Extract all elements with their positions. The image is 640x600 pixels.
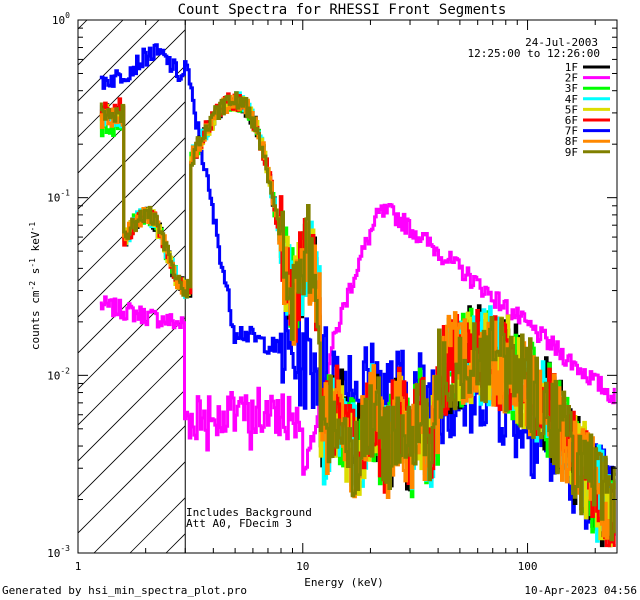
footer-timestamp: 10-Apr-2023 04:56: [524, 584, 637, 597]
chart-title: Count Spectra for RHESSI Front Segments: [178, 2, 507, 18]
legend-label: 3F: [565, 82, 578, 95]
hatch-line: [78, 245, 186, 354]
legend-label: 5F: [565, 103, 578, 116]
annotation-attenuator: Att A0, FDecim 3: [186, 517, 292, 530]
y-axis-label-sup2: -1: [28, 258, 37, 268]
y-axis-label-main: counts cm: [29, 290, 42, 350]
hatch-line: [78, 389, 186, 498]
x-tick-label: 10: [296, 560, 309, 573]
x-tick-label: 100: [518, 560, 538, 573]
legend-label: 7F: [565, 125, 578, 138]
y-tick-label: 100: [52, 11, 70, 27]
y-axis-label-sup1: -2: [28, 281, 37, 291]
legend-label: 9F: [565, 146, 578, 159]
y-axis-label: counts cm-2 s-1 keV-1: [28, 222, 42, 350]
series-line-9F: [99, 91, 616, 542]
annotation-background: Includes Background: [186, 506, 312, 519]
legend-label: 6F: [565, 114, 578, 127]
hatch-line: [78, 173, 186, 282]
date-label: 24-Jul-2003: [525, 36, 598, 49]
hatch-line: [78, 29, 186, 138]
legend-label: 1F: [565, 61, 578, 74]
hatch-line: [78, 20, 124, 66]
hatched-region: [78, 20, 186, 553]
time-range-label: 12:25:00 to 12:26:00: [468, 47, 600, 60]
x-axis-label: Energy (keV): [304, 576, 383, 589]
hatch-line: [78, 65, 186, 174]
legend-label: 8F: [565, 135, 578, 148]
plot-frame: [77, 19, 618, 554]
y-axis-label-mid: s: [29, 268, 42, 281]
footer-generated-by: Generated by hsi_min_spectra_plot.pro: [2, 584, 247, 597]
hatch-line: [78, 425, 186, 534]
y-tick-label: 10-2: [47, 366, 70, 382]
y-axis-label-end: keV: [29, 231, 42, 258]
legend-label: 2F: [565, 72, 578, 85]
x-tick-label: 1: [75, 560, 82, 573]
hatch-line: [78, 353, 186, 462]
hatch-line: [78, 209, 186, 318]
y-tick-label: 10-1: [47, 189, 70, 205]
y-axis-label-sup3: -1: [28, 222, 37, 232]
hatch-line: [78, 20, 88, 30]
y-tick-label: 10-3: [47, 544, 70, 560]
legend-label: 4F: [565, 93, 578, 106]
series-line-2F: [99, 203, 616, 476]
hatch-line: [78, 101, 186, 210]
hatch-line: [78, 20, 160, 102]
